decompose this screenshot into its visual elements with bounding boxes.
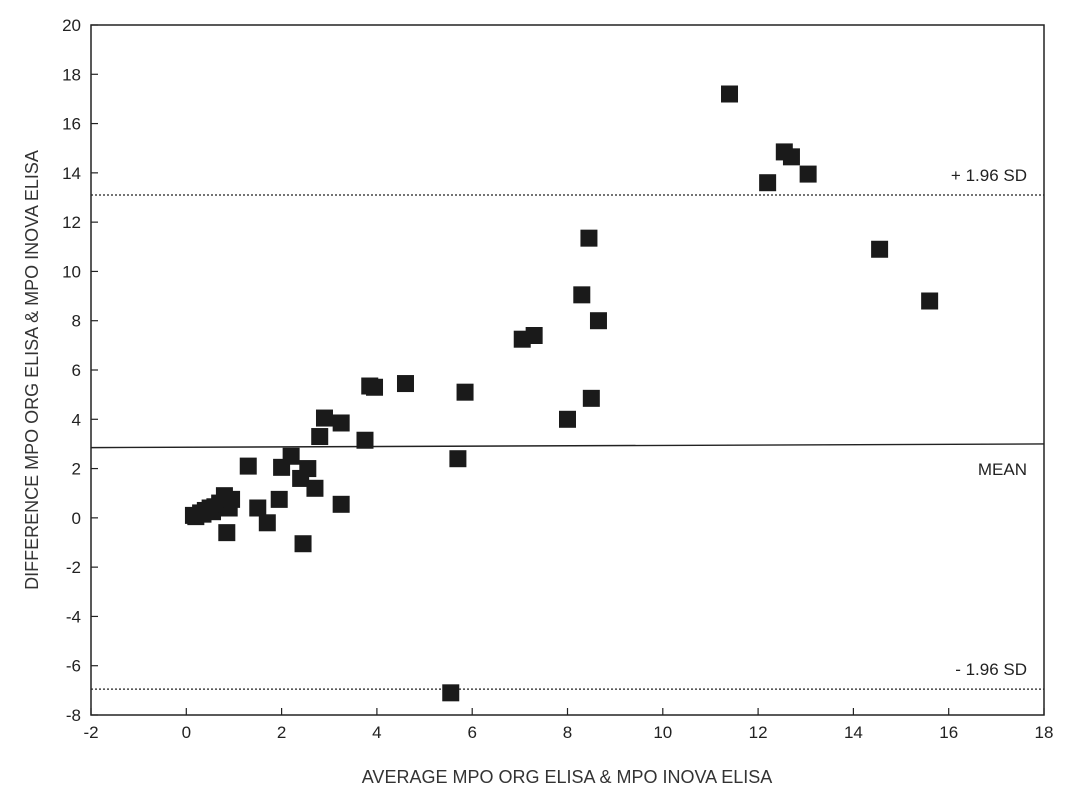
x-tick-label: 14: [844, 723, 863, 742]
data-point: [332, 495, 350, 513]
data-point: [559, 410, 576, 428]
y-tick-label: -4: [66, 607, 81, 626]
x-tick-label: 16: [939, 723, 958, 742]
x-tick-label: 0: [182, 723, 191, 742]
y-tick-label: -2: [66, 558, 81, 577]
data-point: [311, 428, 329, 446]
data-point: [580, 229, 598, 247]
y-tick-label: 4: [72, 410, 81, 429]
data-point: [294, 535, 312, 553]
data-point: [332, 414, 350, 432]
x-axis-label: AVERAGE MPO ORG ELISA & MPO INOVA ELISA: [362, 767, 772, 787]
data-point: [589, 312, 607, 330]
y-tick-label: -6: [66, 657, 81, 676]
data-point: [799, 165, 817, 183]
x-tick-label: 8: [563, 723, 572, 742]
plot-area: [90, 24, 1045, 716]
reference-line: [90, 443, 1045, 449]
data-point: [573, 286, 591, 304]
data-point: [871, 240, 889, 258]
data-point: [921, 292, 939, 310]
data-point: [525, 327, 543, 344]
data-point: [239, 457, 257, 475]
y-tick-label: 12: [62, 213, 81, 232]
y-tick-label: 8: [72, 312, 81, 331]
x-tick-label: -2: [83, 723, 98, 742]
data-point: [449, 450, 467, 468]
x-tick-label: 18: [1035, 723, 1054, 742]
plot-frame: [90, 24, 1045, 716]
data-point: [306, 479, 324, 497]
y-tick-label: 14: [62, 164, 81, 183]
x-axis-ticks: -2 0 2 4 6 8 10 12 14 16 18: [83, 708, 1053, 742]
x-tick-label: 10: [653, 723, 672, 742]
y-tick-label: 18: [62, 65, 81, 84]
y-axis-label: DIFFERENCE MPO ORG ELISA & MPO INOVA ELI…: [22, 150, 42, 590]
data-point: [782, 148, 800, 166]
data-points: [184, 85, 939, 702]
data-point: [315, 409, 333, 427]
data-point: [721, 85, 739, 103]
y-axis-ticks: -8 -6 -4 -2 0 2 4 6 8 10 12 14 16 18 20: [62, 16, 98, 725]
reference-line-label: MEAN: [978, 460, 1027, 479]
x-tick-label: 4: [372, 723, 381, 742]
data-point: [218, 524, 236, 542]
data-point: [258, 514, 276, 532]
y-tick-label: 0: [72, 509, 81, 528]
data-point: [270, 490, 288, 508]
y-tick-label: 2: [72, 460, 81, 479]
data-point: [282, 447, 300, 465]
data-point: [356, 431, 374, 449]
data-point: [299, 460, 317, 478]
y-tick-label: -8: [66, 706, 81, 725]
data-point: [223, 490, 241, 508]
data-point: [249, 499, 267, 517]
y-tick-label: 20: [62, 16, 81, 35]
reference-line-label: + 1.96 SD: [951, 166, 1027, 185]
reference-lines: + 1.96 SD MEAN - 1.96 SD: [90, 166, 1045, 690]
y-tick-label: 16: [62, 115, 81, 134]
data-point: [759, 174, 777, 192]
data-point: [396, 375, 414, 393]
reference-line-label: - 1.96 SD: [955, 660, 1027, 679]
data-point: [582, 389, 600, 407]
x-tick-label: 2: [277, 723, 286, 742]
data-point: [366, 378, 384, 396]
data-point: [442, 684, 460, 702]
y-tick-label: 10: [62, 262, 81, 281]
data-point: [456, 383, 474, 401]
y-tick-label: 6: [72, 361, 81, 380]
x-tick-label: 12: [749, 723, 768, 742]
x-tick-label: 6: [467, 723, 476, 742]
